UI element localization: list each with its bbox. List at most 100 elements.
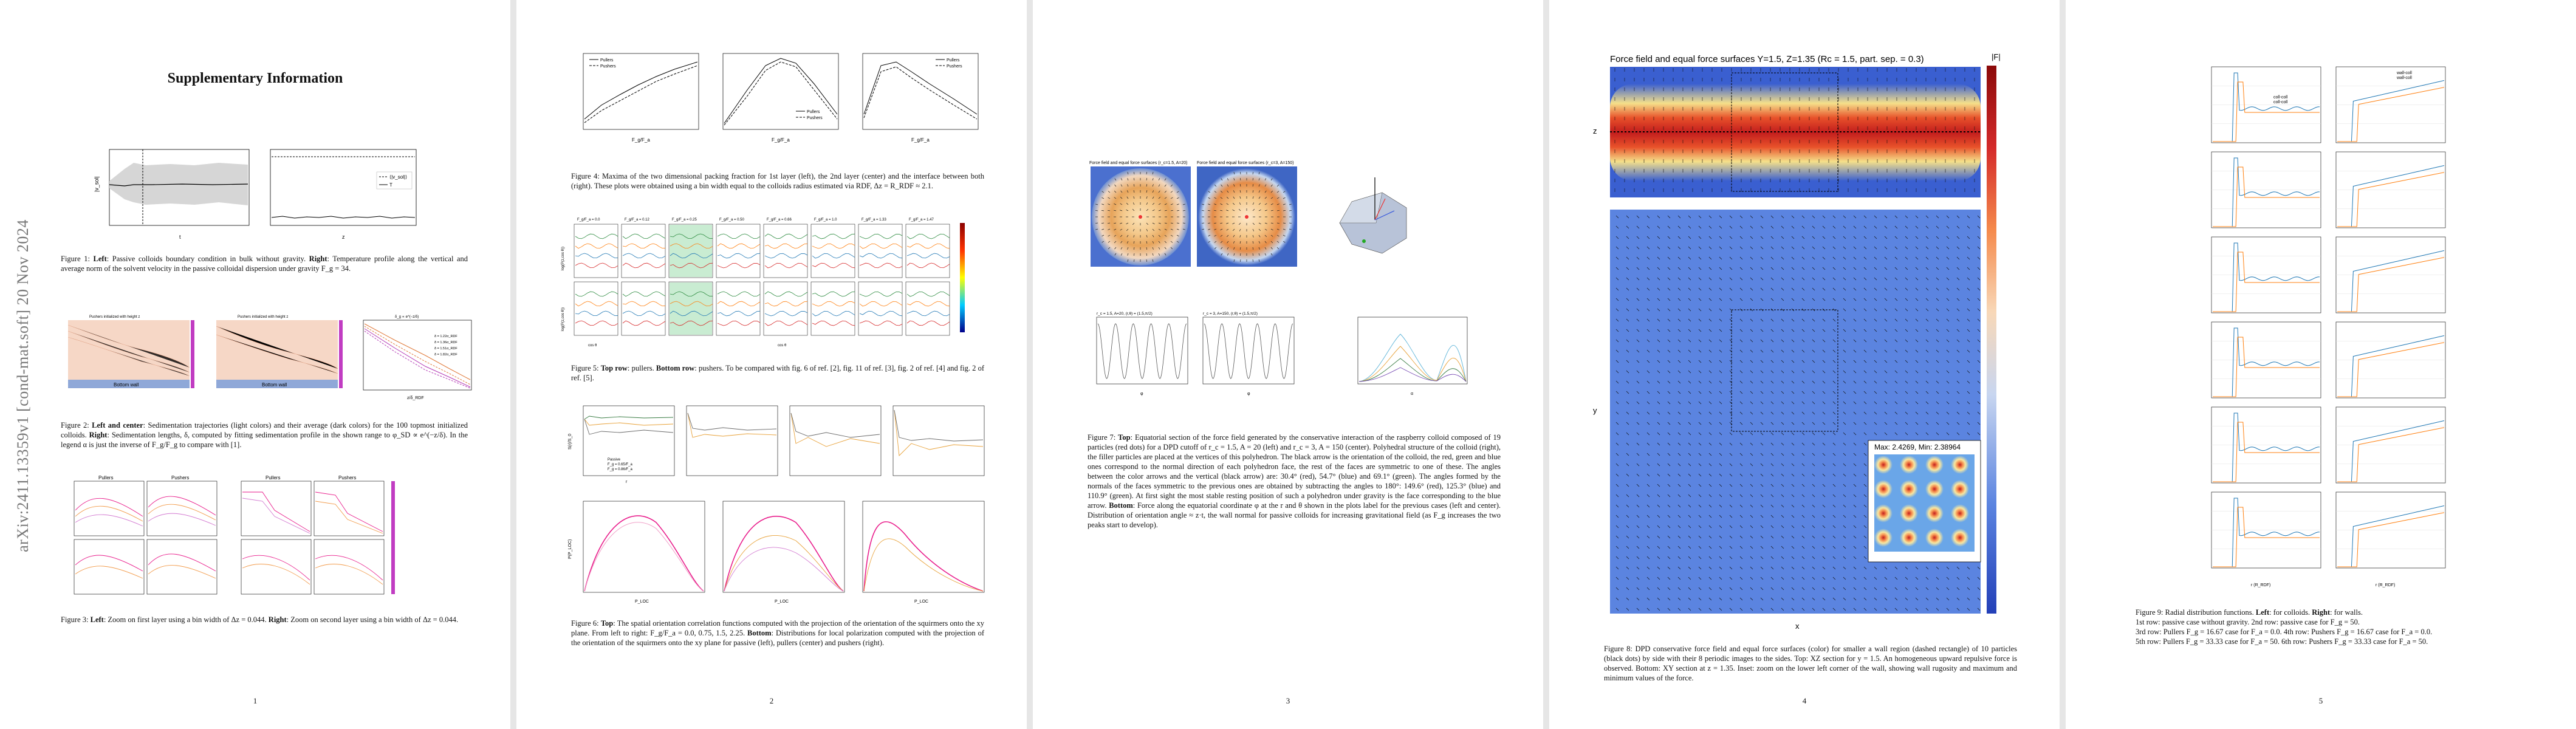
fig5-title-4: F_g/F_a = 0.50 [719, 218, 745, 222]
fig2-center-title: Pushers initialized with height z [238, 315, 288, 319]
page-1: arXiv:2411.13359v1 [cond-mat.soft] 20 No… [0, 0, 510, 729]
page-number: 1 [253, 696, 258, 705]
figure-1-left-plot: |v_sol| t [91, 145, 255, 242]
figure-6-caption: Figure 6: Top: The spatial orientation c… [571, 619, 985, 647]
page-5: r (R_RDF) r (R_RDF) coll-coll coll-coll … [2066, 0, 2576, 729]
fig6-ylabel-top: S(r)/S_0 [568, 434, 572, 450]
figure-9-caption: Figure 9: Radial distribution functions.… [2136, 608, 2433, 646]
page-3: Force field and equal force surfaces (r_… [1033, 0, 1543, 729]
fig9-xlabel-left: r (R_RDF) [2251, 583, 2270, 587]
fig7-bottom-left-xlabel: φ [1140, 392, 1143, 396]
figure-9-plots: r (R_RDF) r (R_RDF) coll-coll coll-coll … [2199, 61, 2448, 595]
fig6-ylabel-bottom: P(P_LOC) [568, 539, 572, 559]
figure-7-top-plots: Force field and equal force surfaces (r_… [1084, 159, 1498, 311]
fig7-left-title: Force field and equal force surfaces (r_… [1089, 161, 1187, 165]
figure-8-caption: Figure 8: DPD conservative force field a… [1604, 645, 2018, 682]
fig7-bottom-center-title: r_c = 3, A=150, (r,θ) = (1.5,π/2) [1203, 312, 1258, 316]
fig8-ylabel-top: z [1593, 126, 1597, 135]
fig3-title-3: Pullers [265, 475, 280, 481]
fig8-ylabel-bottom: y [1593, 406, 1597, 415]
fig3-title-4: Pushers [338, 475, 356, 481]
fig6-legend-3: F_g = 0.86/F_a [608, 468, 633, 471]
figure-2-left-plot: Pushers initialized with height z Bottom… [56, 313, 202, 404]
fig1-right-xlabel: z [342, 234, 345, 240]
figure-5-caption: Figure 5: Top row: pullers. Bottom row: … [571, 364, 985, 382]
fig9-caption-row-3: 5th row: Pullers F_g = 33.33 case for F_… [2136, 637, 2428, 646]
fig5-title-8: F_g/F_a = 1.47 [909, 218, 934, 222]
fig4-legend-pushers-3: Pushers [947, 64, 962, 69]
fig7-bottom-center-xlabel: φ [1247, 392, 1250, 396]
fig9-caption-row-2: 3rd row: Pullers F_g = 16.67 case for F_… [2136, 628, 2433, 636]
fig1-left-ylabel: |v_sol| [94, 176, 100, 192]
fig4-xlabel-2: F_g/F_a [772, 137, 790, 143]
fig6-legend-1: Passive [608, 458, 621, 462]
figure-2-right-plot: δ_g ∝ e^(−z/δ) δ = 1.22σ_RDF δ = 1.36σ_R… [352, 313, 474, 404]
fig6-xlabel-bottom-1: P_LOC [635, 600, 649, 604]
arxiv-identifier: arXiv:2411.13359v1 [cond-mat.soft] 20 No… [14, 219, 32, 552]
figure-3-caption: Figure 3: Left: Zoom on first layer usin… [61, 615, 459, 624]
fig5-title-1: F_g/F_a = 0.0 [577, 218, 600, 222]
figure-1-caption: Figure 1: Left: Passive colloids boundar… [61, 255, 468, 273]
page-number: 5 [2318, 696, 2323, 705]
fig5-title-3: F_g/F_a = 0.25 [672, 218, 697, 222]
figure-7-caption: Figure 7: Top: Equatorial section of the… [1088, 433, 1501, 529]
fig1-legend-T: T [389, 182, 392, 188]
page-2: Pullers Pushers Pullers Pushers Pullers … [516, 0, 1027, 729]
fig5-title-6: F_g/F_a = 1.0 [814, 218, 837, 222]
figure-2-center-plot: Pushers initialized with height z Bottom… [204, 313, 350, 404]
fig6-xlabel-bottom-2: P_LOC [775, 600, 789, 604]
page-number: 3 [1286, 696, 1290, 705]
fig5-title-5: F_g/F_a = 0.66 [767, 218, 792, 222]
fig4-xlabel-1: F_g/F_a [632, 137, 650, 143]
fig2-left-title: Pushers initialized with height z [89, 315, 140, 319]
fig2-right-legend-2: δ = 1.36σ_RDF [434, 341, 457, 344]
fig7-bottom-left-title: r_c = 1.5, A=20, (r,θ) = (1.5,π/2) [1097, 312, 1153, 316]
fig2-center-wall-label: Bottom wall [262, 382, 287, 388]
fig2-right-xlabel: z/δ_RDF [407, 396, 424, 400]
fig2-right-legend-3: δ = 1.51σ_RDF [434, 347, 457, 351]
fig7-center-title: Force field and equal force surfaces (r_… [1197, 161, 1294, 165]
fig4-legend-pushers-1: Pushers [600, 64, 616, 69]
fig9-legend-right-2: wall-coll [2396, 76, 2412, 80]
fig3-title-1: Pullers [98, 475, 113, 481]
fig6-xlabel-bottom-3: P_LOC [914, 600, 928, 604]
figure-2-caption: Figure 2: Left and center: Sedimentation… [61, 421, 468, 449]
fig5-title-7: F_g/F_a = 1.33 [862, 218, 887, 222]
fig4-legend-pullers-3: Pullers [947, 58, 960, 63]
fig5-ylabel-top: log(P(z,cos θ)) [561, 247, 565, 270]
figure-4-plots: Pullers Pushers Pullers Pushers Pullers … [565, 47, 984, 146]
fig9-legend-left-1: coll-coll [2273, 95, 2288, 100]
fig8-xlabel: x [1795, 621, 1800, 631]
fig2-right-legend-1: δ = 1.22σ_RDF [434, 335, 457, 338]
fig4-legend-pullers-1: Pullers [600, 58, 614, 63]
fig8-inset-title: Max: 2.4269, Min: 2.38964 [1874, 443, 1961, 451]
fig5-xlabel: cos θ [588, 344, 597, 347]
page-number: 4 [1802, 696, 1807, 705]
fig9-legend-left-2: coll-coll [2273, 100, 2288, 104]
fig2-left-wall-label: Bottom wall [114, 382, 139, 388]
fig5-ylabel-bottom: log(P(z,cos θ)) [561, 307, 565, 331]
figure-8-plot: Force field and equal force surfaces Y=1… [1586, 49, 2023, 632]
fig5-xlabel-mid: cos θ [778, 344, 787, 347]
page-number: 2 [769, 696, 774, 705]
figure-4-caption: Figure 4: Maxima of the two dimensional … [571, 172, 985, 190]
fig7-bottom-right-xlabel: α [1411, 392, 1413, 396]
fig9-caption-row-1: 1st row: passive case without gravity. 2… [2136, 618, 2360, 626]
page-4: Force field and equal force surfaces Y=1… [1549, 0, 2060, 729]
fig9-legend-right-1: wall-coll [2396, 71, 2412, 75]
figure-3-plots: Pullers Pushers Pullers Pushers [56, 474, 420, 604]
fig5-title-2: F_g/F_a = 0.12 [625, 218, 650, 222]
document-title: Supplementary Information [167, 70, 343, 86]
fig2-right-title: δ_g ∝ e^(−z/δ) [395, 315, 419, 319]
figure-1-right-plot: ⟨|v_sol|⟩ T z [258, 145, 422, 242]
fig9-xlabel-right: r (R_RDF) [2376, 583, 2395, 587]
fig6-legend-2: F_g = 0.65/F_a [608, 463, 633, 467]
figure-6-plots: Passive F_g = 0.65/F_a F_g = 0.86/F_a r … [565, 401, 990, 608]
fig1-left-xlabel: t [179, 234, 181, 240]
fig1-legend-vsol: ⟨|v_sol|⟩ [389, 174, 407, 180]
fig4-xlabel-3: F_g/F_a [911, 137, 930, 143]
fig6-xlabel-top: r [626, 480, 628, 484]
fig4-legend-pushers-2: Pushers [807, 116, 823, 120]
fig3-title-2: Pushers [171, 475, 189, 481]
fig2-right-legend-4: δ = 1.82σ_RDF [434, 353, 457, 357]
